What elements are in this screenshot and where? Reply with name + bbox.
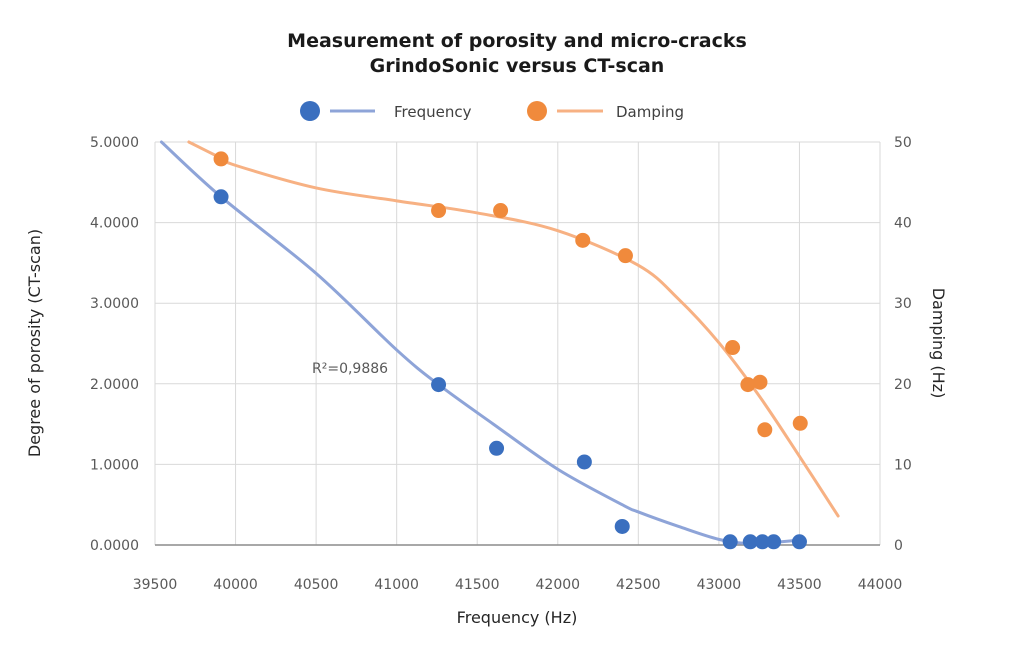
- point-damping: [757, 422, 773, 438]
- r-squared-annotation: R²=0,9886: [312, 361, 388, 377]
- y2-tick-label: 0: [894, 538, 903, 554]
- x-tick-label: 42000: [536, 577, 581, 593]
- x-tick-label: 44000: [858, 577, 903, 593]
- point-damping: [752, 374, 768, 390]
- legend-label-damping: Damping: [616, 103, 684, 121]
- y2-tick-label: 20: [894, 377, 912, 393]
- point-frequency: [766, 534, 782, 550]
- point-damping: [431, 203, 447, 219]
- point-damping: [617, 248, 633, 264]
- point-damping: [213, 151, 229, 167]
- point-damping: [792, 415, 808, 431]
- point-frequency: [489, 440, 505, 456]
- trendline-frequency: [159, 140, 801, 545]
- title-line-1: Measurement of porosity and micro-cracks: [287, 30, 747, 52]
- x-tick-label: 41500: [455, 577, 500, 593]
- y-tick-label: 2.0000: [90, 377, 139, 393]
- y-axis-ticks: 0.0000 1.0000 2.0000 3.0000 4.0000 5.0000: [90, 135, 139, 554]
- legend-item-damping[interactable]: Damping: [527, 101, 684, 121]
- x-axis-label: Frequency (Hz): [457, 608, 578, 627]
- point-damping: [493, 203, 509, 219]
- x-tick-label: 43500: [777, 577, 822, 593]
- gridlines: [154, 141, 881, 545]
- point-frequency: [576, 454, 592, 470]
- point-frequency: [431, 377, 447, 393]
- x-tick-label: 40000: [213, 577, 258, 593]
- damping-marker-icon: [527, 101, 547, 121]
- point-frequency: [742, 534, 758, 550]
- x-axis-ticks: 39500 40000 40500 41000 41500 42000 42500 43000…: [133, 577, 903, 593]
- point-frequency: [614, 518, 630, 534]
- y2-tick-label: 10: [894, 457, 912, 473]
- point-damping: [725, 340, 741, 356]
- y2-axis-ticks: 0 10 20 30 40 50: [894, 135, 912, 554]
- x-tick-label: 40500: [294, 577, 339, 593]
- trendline-damping: [187, 140, 840, 518]
- y-tick-label: 1.0000: [90, 457, 139, 473]
- data-points: [213, 151, 808, 550]
- y-axis-label: Degree of porosity (CT-scan): [25, 229, 44, 457]
- chart-title: Measurement of porosity and micro-cracks…: [287, 30, 747, 77]
- legend: Frequency Damping: [300, 101, 684, 121]
- y-tick-label: 5.0000: [90, 135, 139, 151]
- trendlines: [159, 140, 840, 545]
- y2-axis-label: Damping (Hz): [929, 288, 948, 399]
- y2-tick-label: 40: [894, 216, 912, 232]
- title-line-2: GrindoSonic versus CT-scan: [370, 55, 665, 77]
- x-tick-label: 43000: [697, 577, 742, 593]
- y-tick-label: 3.0000: [90, 296, 139, 312]
- frequency-marker-icon: [300, 101, 320, 121]
- y-tick-label: 4.0000: [90, 216, 139, 232]
- y2-tick-label: 50: [894, 135, 912, 151]
- point-damping: [575, 232, 591, 248]
- point-frequency: [213, 189, 229, 205]
- point-frequency: [754, 534, 770, 550]
- legend-item-frequency[interactable]: Frequency: [300, 101, 472, 121]
- y-tick-label: 0.0000: [90, 538, 139, 554]
- x-tick-label: 41000: [374, 577, 419, 593]
- point-frequency: [722, 534, 738, 550]
- point-frequency: [791, 534, 807, 550]
- point-damping: [740, 377, 756, 393]
- legend-label-frequency: Frequency: [394, 103, 472, 121]
- x-tick-label: 42500: [616, 577, 661, 593]
- y2-tick-label: 30: [894, 296, 912, 312]
- x-tick-label: 39500: [133, 577, 178, 593]
